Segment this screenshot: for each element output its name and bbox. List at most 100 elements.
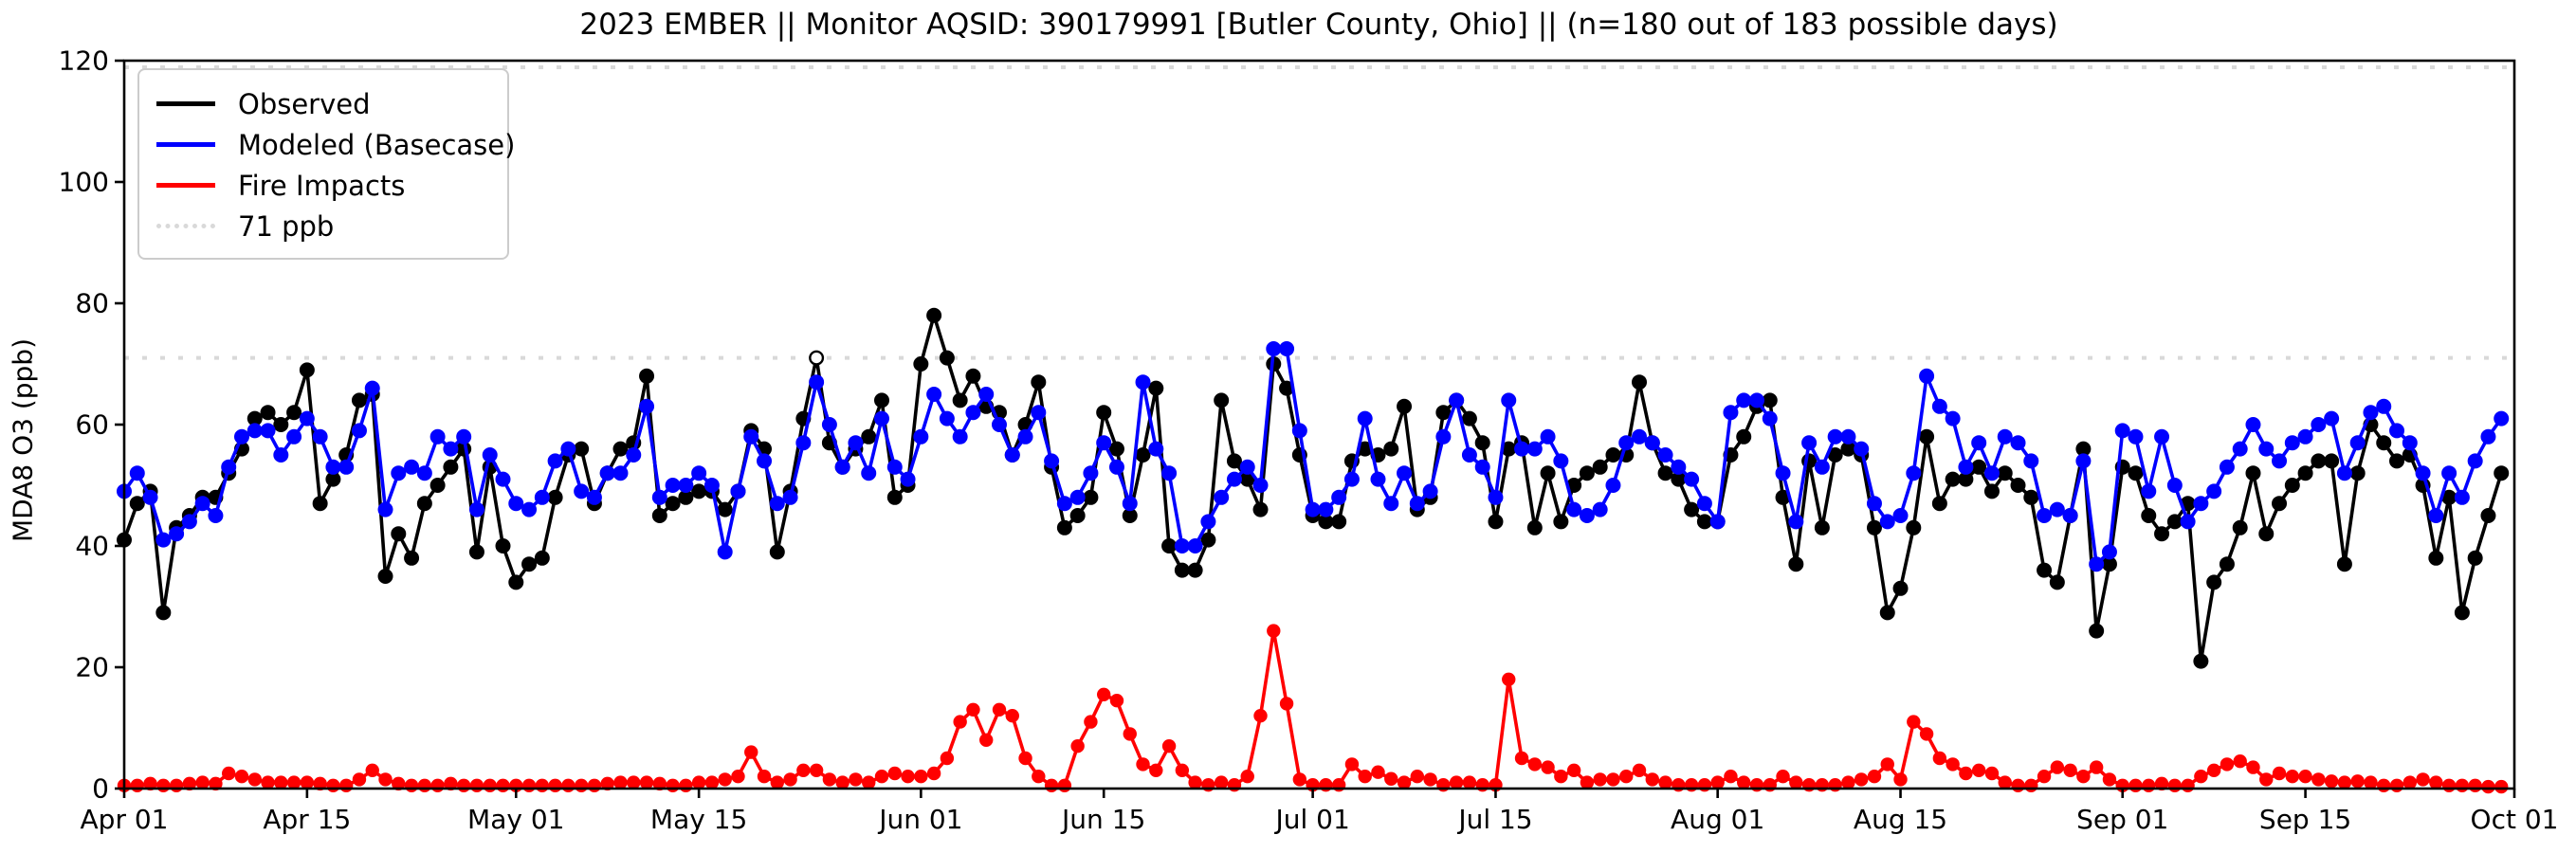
data-point	[2480, 508, 2496, 524]
data-point	[1983, 465, 2000, 481]
data-point	[2298, 770, 2312, 784]
data-point	[1461, 447, 1477, 463]
data-point	[1984, 766, 2000, 781]
data-point	[1423, 772, 1437, 787]
data-point	[1866, 519, 1882, 535]
data-point	[2232, 519, 2248, 535]
data-point	[586, 489, 602, 505]
data-point	[482, 447, 498, 463]
data-point	[1069, 489, 1086, 505]
data-point	[391, 465, 407, 481]
data-point	[1501, 392, 1517, 408]
data-point	[1814, 459, 1830, 475]
data-point	[952, 428, 968, 445]
data-point	[678, 489, 694, 505]
data-point	[2154, 428, 2170, 445]
data-point	[848, 435, 864, 451]
y-axis-label: MDA8 O3 (ppb)	[7, 337, 39, 543]
data-point	[247, 410, 263, 426]
data-point	[1553, 514, 1569, 530]
data-point	[312, 428, 328, 445]
data-point	[2219, 459, 2235, 475]
data-point	[1239, 459, 1255, 475]
data-point	[1919, 368, 1935, 384]
data-point	[730, 483, 746, 499]
legend-label: Observed	[238, 87, 371, 120]
data-point	[1108, 441, 1124, 457]
data-point	[247, 423, 263, 439]
data-point	[2350, 774, 2365, 789]
data-point	[2258, 526, 2275, 542]
data-point	[874, 392, 890, 408]
data-point	[835, 775, 850, 789]
data-point	[1998, 775, 2012, 789]
data-point	[273, 417, 289, 433]
data-point	[1108, 459, 1124, 475]
data-point	[1579, 465, 1595, 481]
data-point	[2389, 423, 2405, 439]
data-point	[1541, 760, 1555, 774]
data-point	[926, 307, 942, 323]
data-point	[1737, 775, 1751, 789]
data-point	[1907, 715, 1921, 729]
data-point	[1343, 471, 1360, 487]
data-point	[2376, 435, 2392, 451]
data-point	[2428, 508, 2444, 524]
data-point	[468, 544, 484, 560]
data-point	[2037, 508, 2053, 524]
data-point	[1096, 435, 1112, 451]
x-tick-label: Apr 01	[80, 804, 169, 835]
data-point	[2258, 441, 2275, 457]
data-point	[1592, 459, 1608, 475]
data-point	[468, 501, 484, 517]
data-point	[1696, 514, 1712, 530]
data-point	[2415, 465, 2431, 481]
data-point	[1906, 465, 1922, 481]
series-line-2	[124, 628, 2502, 789]
data-point	[2220, 757, 2235, 771]
data-point	[1135, 374, 1151, 390]
data-point	[1526, 519, 1543, 535]
legend: Observed Modeled (Basecase) Fire Impacts 71…	[137, 68, 515, 260]
data-point	[2454, 489, 2470, 505]
data-point	[965, 405, 981, 421]
data-point	[1449, 775, 1464, 789]
data-point	[2193, 653, 2209, 669]
data-point	[1161, 465, 1178, 481]
data-point	[2154, 526, 2170, 542]
data-point	[1632, 763, 1647, 777]
data-point	[2037, 562, 2053, 578]
data-point	[2297, 428, 2313, 445]
data-point	[809, 763, 824, 777]
data-point	[1123, 727, 1137, 741]
data-point	[2324, 410, 2340, 426]
data-point	[2089, 556, 2105, 572]
data-point	[1566, 763, 1581, 777]
y-tick-label: 120	[58, 45, 109, 77]
y-tick-label: 80	[75, 287, 109, 319]
legend-item-0: Observed	[156, 83, 490, 124]
data-point	[1776, 770, 1790, 784]
data-point	[181, 514, 197, 530]
data-point	[1488, 489, 1504, 505]
data-point	[1017, 428, 1033, 445]
data-point	[757, 770, 772, 784]
data-point	[2259, 772, 2274, 787]
data-point	[2324, 453, 2340, 469]
data-point	[1032, 770, 1046, 784]
x-tick-label: Aug 01	[1671, 804, 1765, 835]
data-point	[2402, 435, 2418, 451]
data-point	[1161, 538, 1178, 554]
data-point	[1175, 763, 1190, 777]
data-point	[1723, 405, 1739, 421]
data-point	[2349, 465, 2366, 481]
data-point	[2481, 779, 2495, 794]
data-point	[1775, 465, 1791, 481]
data-point	[1841, 775, 1855, 789]
data-point	[233, 428, 249, 445]
data-point	[1645, 772, 1659, 787]
data-point	[325, 471, 341, 487]
data-point	[2193, 496, 2209, 512]
data-point	[404, 550, 420, 566]
